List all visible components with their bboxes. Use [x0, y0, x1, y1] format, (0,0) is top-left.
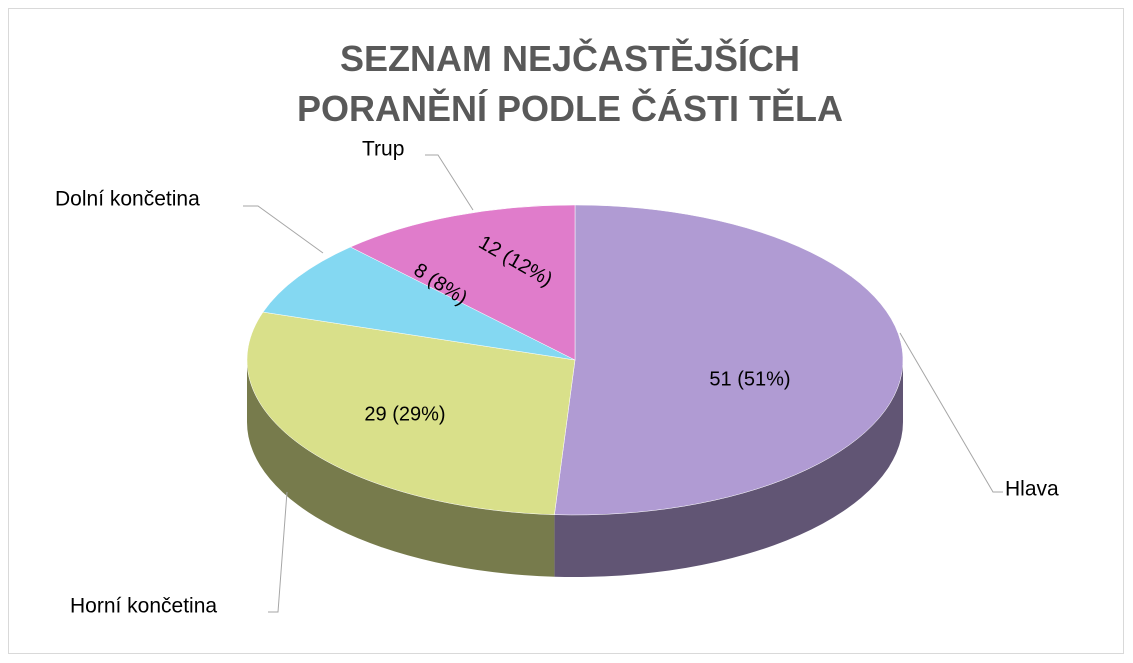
category-label: Dolní končetina	[55, 188, 200, 211]
leader-line	[899, 332, 1003, 493]
leader-line	[268, 491, 288, 613]
chart-title: SEZNAM NEJČASTĚJŠÍCH PORANĚNÍ PODLE ČÁST…	[296, 38, 844, 129]
category-label: Horní končetina	[70, 595, 217, 618]
leader-line	[243, 205, 324, 254]
pie-slice	[246, 311, 576, 515]
category-label: Trup	[362, 138, 404, 161]
data-label: 29 (29%)	[364, 403, 445, 425]
category-label: Hlava	[1005, 478, 1059, 501]
data-label: 51 (51%)	[709, 368, 790, 390]
pie-slice-side	[246, 360, 555, 577]
pie-slice	[262, 246, 576, 361]
pie-slice-side	[554, 360, 903, 577]
frame	[8, 8, 1124, 654]
pie-slice	[349, 204, 576, 361]
leader-line	[425, 154, 474, 211]
pie-slice	[554, 204, 904, 516]
